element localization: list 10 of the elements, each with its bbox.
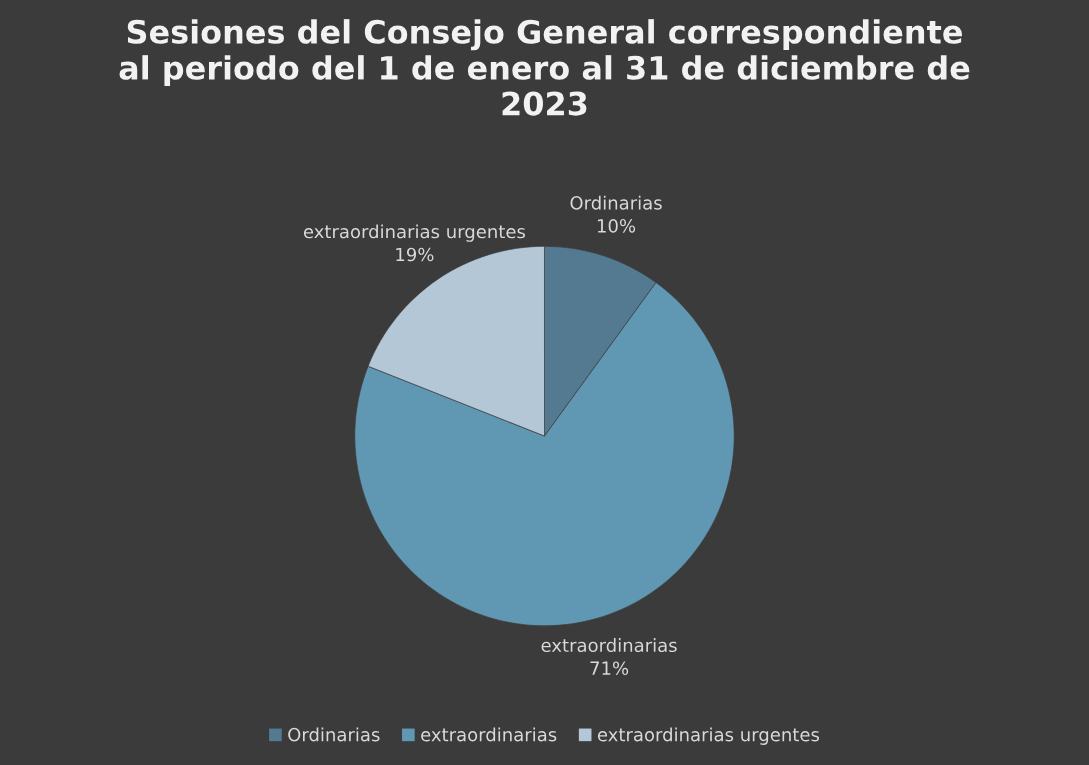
chart-title: Sesiones del Consejo General correspondiente al periodo del 1 de enero al 31 de diciembre de 2023: [119, 19, 970, 116]
legend-label: extraordinarias urgentes: [597, 727, 820, 745]
slice-label: extraordinarias urgentes: [303, 224, 526, 242]
legend-label: extraordinarias: [421, 727, 557, 742]
data-label: 10%: [597, 218, 636, 233]
slice-label: extraordinarias: [541, 638, 677, 653]
data-label: 19%: [396, 247, 434, 262]
slice-label: Ordinarias: [570, 195, 662, 210]
legend-label: Ordinarias: [288, 727, 380, 742]
data-label: 71%: [590, 661, 629, 676]
